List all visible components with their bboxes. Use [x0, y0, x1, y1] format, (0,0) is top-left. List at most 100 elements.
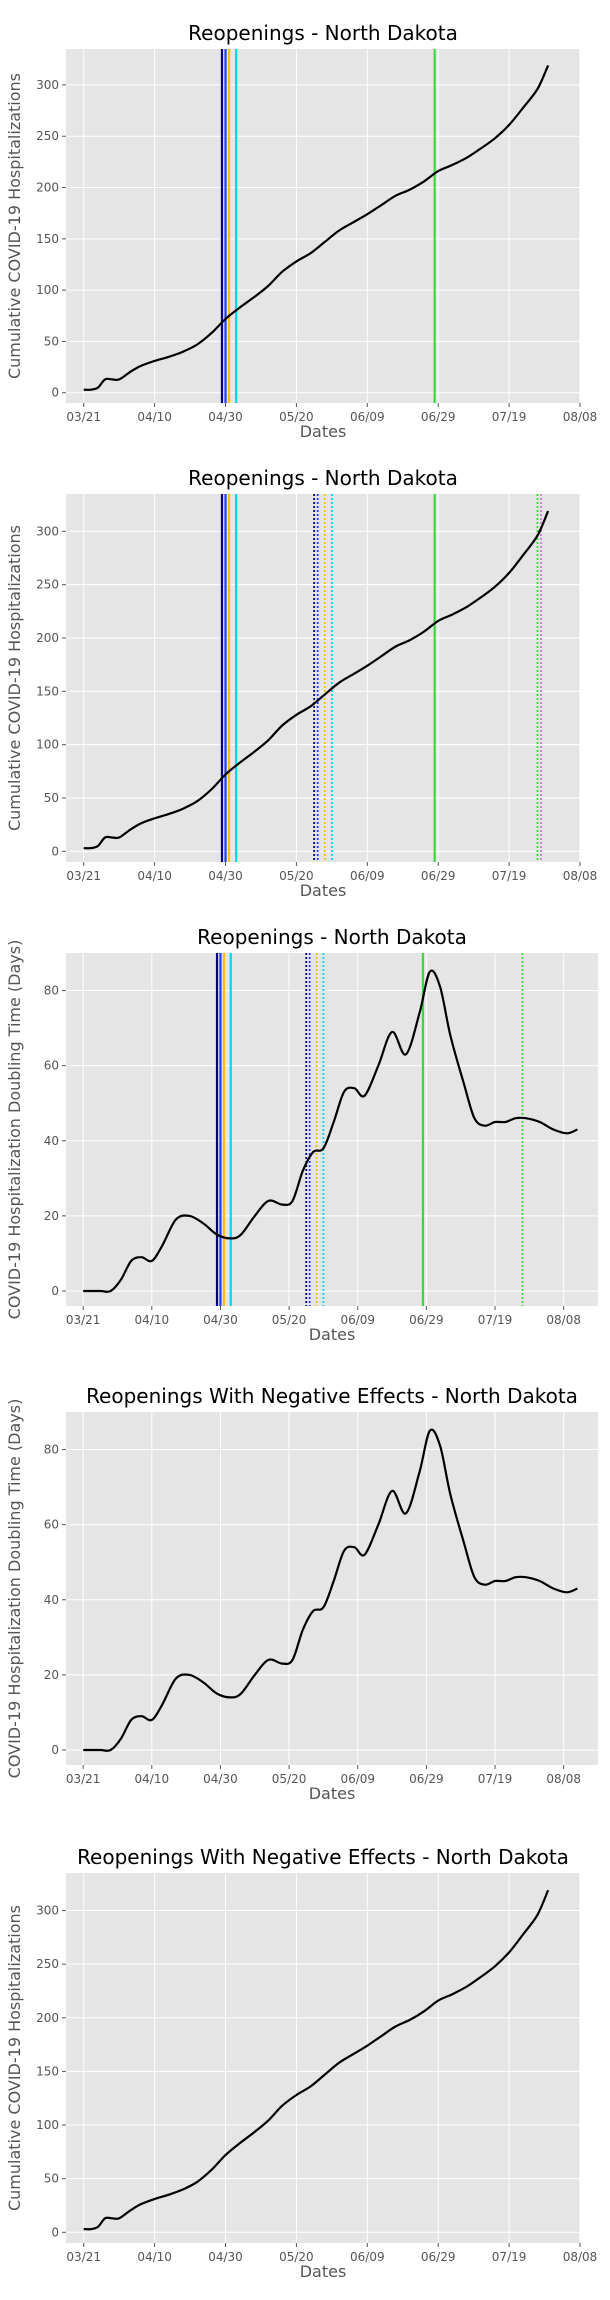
- y-tick-label: 300: [36, 524, 59, 538]
- y-tick-label: 250: [36, 578, 59, 592]
- y-tick-label: 300: [36, 78, 59, 92]
- y-axis-label: Cumulative COVID-19 Hospitalizations: [5, 525, 24, 831]
- x-tick-label: 05/20: [272, 1313, 307, 1327]
- x-tick-label: 04/30: [203, 1313, 238, 1327]
- plot-area: [66, 49, 580, 403]
- x-tick-label: 04/10: [135, 1772, 170, 1786]
- x-tick-label: 06/09: [340, 1772, 375, 1786]
- y-axis-label: COVID-19 Hospitalization Doubling Time (…: [5, 940, 24, 1320]
- y-tick-label: 150: [36, 2064, 59, 2078]
- x-axis-label: Dates: [300, 422, 347, 441]
- y-tick-label: 150: [36, 684, 59, 698]
- chart-5: 03/21 04/10 04/30 05/20 06/09 06/29 07/19 08/08…: [5, 1845, 597, 2281]
- x-tick-label: 04/10: [137, 410, 172, 424]
- chart-4: 03/21 04/10 04/30 05/20 06/09 06/29 07/19 08/08…: [5, 1384, 598, 1803]
- x-tick-label: 03/21: [66, 410, 101, 424]
- y-tick-label: 50: [44, 791, 59, 805]
- plot-area: [66, 494, 580, 862]
- x-tick-label: 05/20: [279, 410, 314, 424]
- x-tick-label: 07/19: [478, 1772, 513, 1786]
- x-tick-label: 03/21: [66, 1772, 101, 1786]
- y-tick-label: 100: [36, 283, 59, 297]
- series-line: [83, 969, 578, 1293]
- x-tick-label: 04/10: [137, 2250, 172, 2264]
- x-tick-label: 08/08: [546, 1772, 581, 1786]
- x-tick-label: 03/21: [66, 1313, 101, 1327]
- x-tick-label: 06/09: [350, 410, 385, 424]
- y-tick-label: 200: [36, 181, 59, 195]
- y-axis-label: Cumulative COVID-19 Hospitalizations: [5, 73, 24, 379]
- x-tick-label: 06/09: [340, 1313, 375, 1327]
- x-axis-label: Dates: [309, 1325, 356, 1344]
- x-axis-label: Dates: [309, 1784, 356, 1803]
- x-tick-label: 05/20: [279, 869, 314, 883]
- series-line: [83, 1889, 550, 2231]
- chart-title: Reopenings - North Dakota: [188, 466, 458, 490]
- y-tick-label: 0: [51, 1284, 59, 1298]
- x-tick-label: 07/19: [478, 1313, 513, 1327]
- x-tick-label: 04/10: [135, 1313, 170, 1327]
- x-axis-label: Dates: [300, 2262, 347, 2281]
- x-tick-label: 06/29: [421, 2250, 456, 2264]
- y-tick-label: 100: [36, 738, 59, 752]
- chart-1: 03/21 04/10 04/30 05/20 06/09 06/29 07/19 08/08…: [5, 21, 597, 441]
- y-tick-label: 80: [44, 984, 59, 998]
- plot-area: [66, 1873, 580, 2243]
- x-tick-label: 06/29: [409, 1313, 444, 1327]
- y-tick-label: 0: [51, 844, 59, 858]
- y-tick-label: 20: [44, 1668, 59, 1682]
- series-line: [83, 1428, 578, 1752]
- y-tick-label: 40: [44, 1593, 59, 1607]
- chart-title: Reopenings With Negative Effects - North…: [77, 1845, 569, 1869]
- y-axis-label: Cumulative COVID-19 Hospitalizations: [5, 1905, 24, 2211]
- x-tick-label: 04/30: [208, 2250, 243, 2264]
- y-tick-label: 100: [36, 2118, 59, 2132]
- y-tick-label: 300: [36, 1904, 59, 1918]
- x-tick-label: 04/30: [208, 410, 243, 424]
- x-tick-label: 08/08: [563, 869, 598, 883]
- x-tick-label: 03/21: [66, 869, 101, 883]
- x-tick-label: 05/20: [272, 1772, 307, 1786]
- chart-3: 03/21 04/10 04/30 05/20 06/09 06/29 07/19 08/08…: [5, 925, 598, 1344]
- x-tick-label: 06/09: [350, 2250, 385, 2264]
- y-tick-label: 200: [36, 631, 59, 645]
- y-tick-label: 20: [44, 1209, 59, 1223]
- x-tick-label: 05/20: [279, 2250, 314, 2264]
- y-tick-label: 50: [44, 334, 59, 348]
- chart-title: Reopenings - North Dakota: [197, 925, 467, 949]
- series-line: [83, 510, 550, 850]
- x-tick-label: 08/08: [546, 1313, 581, 1327]
- x-tick-label: 06/29: [421, 410, 456, 424]
- x-tick-label: 04/30: [208, 869, 243, 883]
- x-tick-label: 03/21: [66, 2250, 101, 2264]
- y-tick-label: 60: [44, 1059, 59, 1073]
- x-tick-label: 07/19: [492, 869, 527, 883]
- y-axis-label: COVID-19 Hospitalization Doubling Time (…: [5, 1399, 24, 1779]
- chart-title: Reopenings - North Dakota: [188, 21, 458, 45]
- x-tick-label: 06/29: [421, 869, 456, 883]
- x-tick-label: 04/30: [203, 1772, 238, 1786]
- y-tick-label: 0: [51, 1743, 59, 1757]
- y-tick-label: 200: [36, 2011, 59, 2025]
- x-tick-label: 08/08: [563, 2250, 598, 2264]
- y-tick-label: 150: [36, 232, 59, 246]
- chart-2: 03/21 04/10 04/30 05/20 06/09 06/29 07/19 08/08…: [5, 466, 597, 900]
- x-tick-label: 07/19: [492, 410, 527, 424]
- x-tick-label: 04/10: [137, 869, 172, 883]
- x-tick-label: 07/19: [492, 2250, 527, 2264]
- y-tick-label: 250: [36, 1957, 59, 1971]
- y-tick-label: 250: [36, 129, 59, 143]
- x-axis-label: Dates: [300, 881, 347, 900]
- x-tick-label: 06/29: [409, 1772, 444, 1786]
- chart-title: Reopenings With Negative Effects - North…: [86, 1384, 578, 1408]
- y-tick-label: 40: [44, 1134, 59, 1148]
- y-tick-label: 60: [44, 1518, 59, 1532]
- y-tick-label: 80: [44, 1443, 59, 1457]
- series-line: [83, 64, 550, 391]
- y-tick-label: 0: [51, 2225, 59, 2239]
- x-tick-label: 06/09: [350, 869, 385, 883]
- x-tick-label: 08/08: [563, 410, 598, 424]
- y-tick-label: 50: [44, 2172, 59, 2186]
- y-tick-label: 0: [51, 386, 59, 400]
